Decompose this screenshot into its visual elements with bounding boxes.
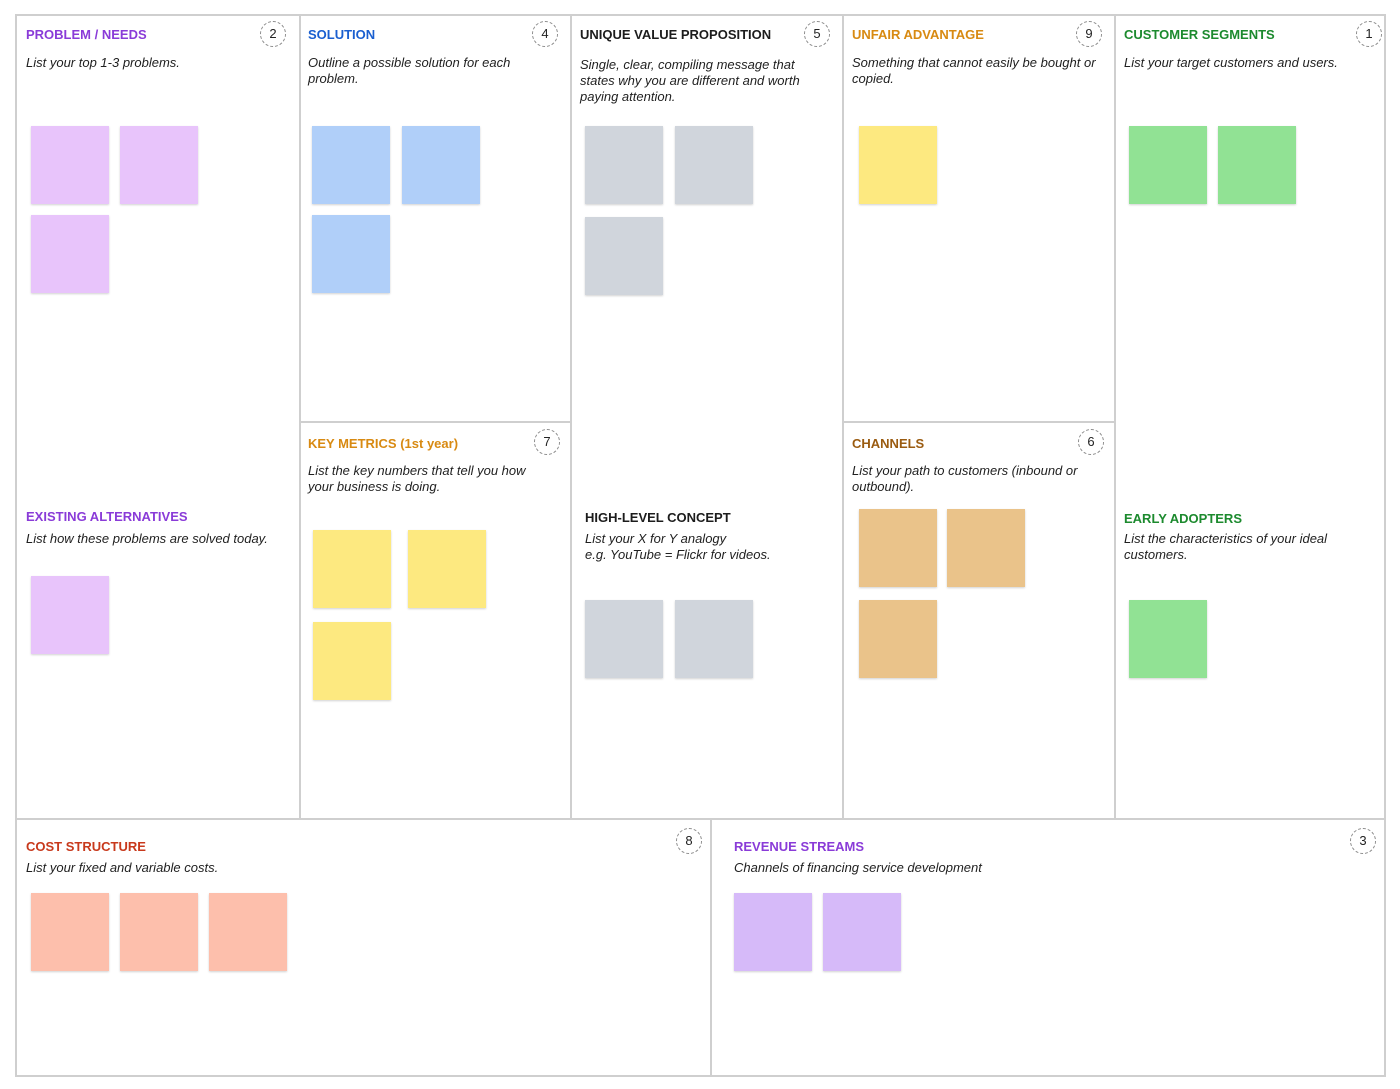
sticky-note[interactable] [402, 126, 480, 204]
sticky-note[interactable] [120, 126, 198, 204]
divider [299, 421, 572, 423]
sticky-note[interactable] [1218, 126, 1296, 204]
section-description: List how these problems are solved today… [26, 531, 268, 546]
divider [570, 14, 572, 819]
sticky-note[interactable] [1129, 126, 1207, 204]
sticky-note[interactable] [947, 509, 1025, 587]
section-title: CUSTOMER SEGMENTS [1124, 27, 1275, 42]
section-description: Something that cannot easily be bought o… [852, 55, 1096, 86]
sticky-note[interactable] [675, 600, 753, 678]
section-description: List your path to customers (inbound or … [852, 463, 1078, 494]
section-title: KEY METRICS (1st year) [308, 436, 459, 451]
sticky-note[interactable] [734, 893, 812, 971]
sticky-note[interactable] [1129, 600, 1207, 678]
section-title: PROBLEM / NEEDS [26, 27, 147, 42]
sticky-note[interactable] [859, 600, 937, 678]
sticky-note[interactable] [209, 893, 287, 971]
section-title: CHANNELS [852, 436, 925, 451]
step-number-badge: 4 [532, 21, 558, 47]
section-description: List the key numbers that tell you how y… [308, 463, 526, 494]
sticky-note[interactable] [585, 600, 663, 678]
section-title: HIGH-LEVEL CONCEPT [585, 510, 731, 525]
sticky-note[interactable] [120, 893, 198, 971]
step-number-badge: 5 [804, 21, 830, 47]
section-description: List your target customers and users. [1124, 55, 1338, 70]
divider [842, 14, 844, 819]
sticky-note[interactable] [408, 530, 486, 608]
section-title: SOLUTION [308, 27, 376, 42]
step-number-badge: 2 [260, 21, 286, 47]
step-number-badge: 8 [676, 828, 702, 854]
step-number-badge: 9 [1076, 21, 1102, 47]
step-number-badge: 6 [1078, 429, 1104, 455]
section-description: e.g. YouTube = Flickr for videos. [585, 547, 771, 562]
sticky-note[interactable] [859, 126, 937, 204]
sticky-note[interactable] [31, 215, 109, 293]
sticky-note[interactable] [859, 509, 937, 587]
step-number-badge: 3 [1350, 828, 1376, 854]
section-title: UNFAIR ADVANTAGE [852, 27, 984, 42]
section-description: Outline a possible solution for each pro… [308, 55, 511, 86]
divider [710, 818, 712, 1077]
sticky-note[interactable] [312, 215, 390, 293]
section-description: List your top 1-3 problems. [26, 55, 180, 70]
sticky-note[interactable] [585, 126, 663, 204]
sticky-note[interactable] [31, 126, 109, 204]
section-description: Single, clear, compiling message that st… [580, 57, 800, 104]
section-description: Channels of financing service developmen… [734, 860, 982, 875]
sticky-note[interactable] [585, 217, 663, 295]
divider [842, 421, 1116, 423]
step-number-badge: 7 [534, 429, 560, 455]
divider [1114, 14, 1116, 819]
section-title: REVENUE STREAMS [734, 839, 865, 854]
section-title: UNIQUE VALUE PROPOSITION [580, 27, 772, 42]
sticky-note[interactable] [313, 530, 391, 608]
section-description: List your X for Y analogy [585, 531, 727, 546]
sticky-note[interactable] [313, 622, 391, 700]
divider [299, 14, 301, 819]
section-title: COST STRUCTURE [26, 839, 146, 854]
sticky-note[interactable] [675, 126, 753, 204]
divider [15, 818, 1386, 820]
step-number-badge: 1 [1356, 21, 1382, 47]
section-title: EXISTING ALTERNATIVES [26, 509, 188, 524]
section-title: EARLY ADOPTERS [1124, 511, 1242, 526]
sticky-note[interactable] [823, 893, 901, 971]
section-description: List your fixed and variable costs. [26, 860, 219, 875]
sticky-note[interactable] [31, 893, 109, 971]
section-description: List the characteristics of your ideal c… [1124, 531, 1328, 562]
sticky-note[interactable] [312, 126, 390, 204]
sticky-note[interactable] [31, 576, 109, 654]
